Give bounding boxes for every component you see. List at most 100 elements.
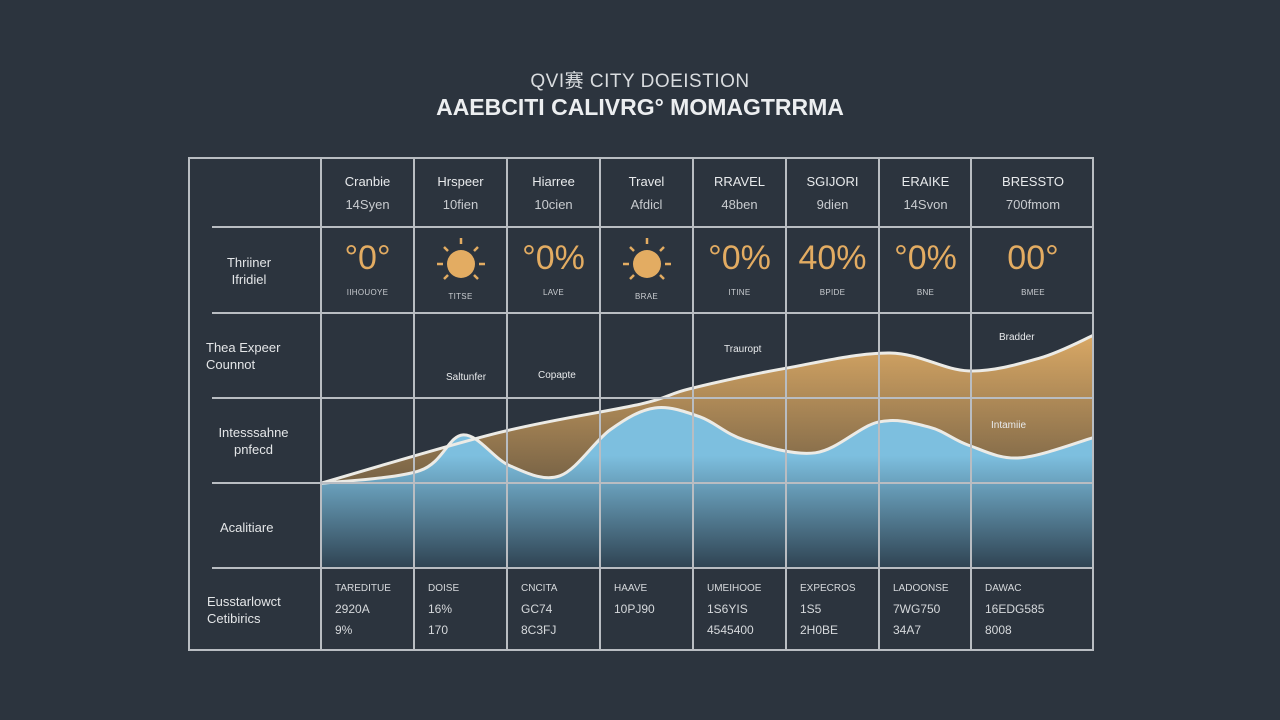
forecast-caption: IIHOUOYE	[346, 288, 389, 297]
chart-annotation: Copapte	[538, 370, 576, 381]
row-label-interest: Intesssahne pnfecd	[218, 425, 289, 457]
estimate-head: HAAVE	[614, 583, 648, 594]
grid-column-line	[878, 157, 880, 651]
grid-column-line	[320, 157, 322, 651]
forecast-cell: °0° IIHOUOYE	[321, 238, 414, 297]
estimate-value: 9%	[335, 623, 353, 637]
column-header: SGIJORI 9dien	[786, 174, 879, 212]
estimate-cell: DAWAC 16EDG585 8008	[985, 578, 1095, 641]
column-name: Hiarree	[532, 174, 575, 189]
estimate-head: CNCITA	[521, 583, 558, 594]
forecast-cell: °0% LAVE	[507, 238, 600, 297]
estimate-head: UMEIHOOE	[707, 583, 762, 594]
sun-icon	[436, 238, 485, 280]
grid-column-line	[785, 157, 787, 651]
row-label-forecast: Thriiner Ifridiel	[226, 255, 272, 287]
forecast-caption: ITINE	[728, 288, 751, 297]
forecast-value: 00°	[1007, 239, 1059, 277]
estimate-cell: TAREDITUE 2920A 9%	[335, 578, 414, 641]
forecast-cell: °0% BNE	[879, 238, 972, 297]
page-title: AAEBCITI CALIVRG° MOMAGTRRMA	[436, 94, 844, 120]
blue-series-line	[320, 406, 1094, 486]
column-subtitle: 700fmom	[1005, 197, 1061, 212]
column-header: Hiarree 10cien	[507, 174, 600, 212]
blue-area-series	[320, 407, 1094, 568]
estimate-head: LADOONSE	[893, 583, 949, 594]
grid-column-line	[692, 157, 694, 651]
estimate-head: DOISE	[428, 583, 460, 594]
forecast-cell: 00° BMEE	[971, 238, 1095, 297]
subtitle: QVI赛 CITY DOEISTION	[530, 71, 750, 92]
estimate-cell: EXPECROS 1S5 2H0BE	[800, 578, 879, 641]
sun-icon	[622, 238, 671, 280]
forecast-value: °0%	[522, 239, 585, 277]
grid-column-line	[970, 157, 972, 651]
estimate-cell: DOISE 16% 170	[428, 578, 507, 641]
row-label-activities: Acalitiare	[220, 520, 274, 535]
grid-column-line	[413, 157, 415, 651]
column-header: ERAIKE 14Svon	[879, 174, 972, 212]
grid-row-line	[212, 312, 1094, 314]
column-subtitle: 14Svon	[903, 197, 948, 212]
estimate-value: 7WG750	[893, 602, 941, 616]
estimate-head: TAREDITUE	[335, 583, 391, 594]
forecast-caption: BRAE	[635, 292, 658, 301]
column-header: BRESSTO 700fmom	[971, 174, 1095, 212]
estimate-cell: CNCITA GC74 8C3FJ	[521, 578, 600, 641]
row-label-expense: Thea Expeer Counnot	[206, 340, 281, 372]
column-name: Cranbie	[344, 174, 391, 189]
column-name: BRESSTO	[1002, 174, 1064, 189]
chart-annotation: Saltunfer	[446, 372, 487, 383]
column-name: Hrspeer	[437, 174, 484, 189]
estimate-head: EXPECROS	[800, 583, 856, 594]
forecast-caption: LAVE	[542, 288, 565, 297]
forecast-value: °0%	[894, 239, 957, 277]
column-subtitle: Afdicl	[630, 197, 663, 212]
grid-row-line	[212, 482, 1094, 484]
column-subtitle: 10cien	[534, 197, 573, 212]
column-header: RRAVEL 48ben	[693, 174, 786, 212]
estimate-value: 34A7	[893, 623, 922, 637]
forecast-cell: 40% BPIDE	[786, 238, 879, 297]
column-name: Travel	[628, 174, 665, 189]
forecast-value: °0°	[344, 239, 391, 277]
grid-column-line	[599, 157, 601, 651]
estimate-value: 170	[428, 623, 449, 637]
estimate-cell: UMEIHOOE 1S6YIS 4545400	[707, 578, 786, 641]
estimate-value: 4545400	[707, 623, 754, 637]
forecast-caption: BMEE	[1021, 288, 1045, 297]
forecast-caption: BNE	[916, 288, 935, 297]
grid-row-line	[212, 226, 1094, 228]
estimate-value: GC74	[521, 602, 553, 616]
estimate-cell: LADOONSE 7WG750 34A7	[893, 578, 972, 641]
column-header: Hrspeer 10fien	[414, 174, 507, 212]
forecast-caption: BPIDE	[819, 288, 846, 297]
column-header: Travel Afdicl	[600, 174, 693, 212]
estimate-value: 10PJ90	[614, 602, 655, 616]
area-chart	[320, 333, 1094, 568]
column-subtitle: 9dien	[816, 197, 849, 212]
estimate-value: 2920A	[335, 602, 370, 616]
column-subtitle: 10fien	[442, 197, 479, 212]
forecast-caption: TITSE	[448, 292, 473, 301]
table-frame	[188, 157, 1094, 651]
column-name: ERAIKE	[901, 174, 950, 189]
column-name: RRAVEL	[713, 174, 766, 189]
column-name: SGIJORI	[806, 174, 859, 189]
estimate-value: 2H0BE	[800, 623, 839, 637]
forecast-cell: BRAE	[600, 238, 693, 301]
chart-annotation: Intamiie	[991, 420, 1027, 431]
grid-column-line	[506, 157, 508, 651]
forecast-value: 40%	[798, 239, 867, 277]
row-label-estimated: Eusstarlowct Cetibirics	[207, 594, 281, 626]
estimate-head: DAWAC	[985, 583, 1022, 594]
grid-row-line	[212, 397, 1094, 399]
brown-series-line	[320, 333, 1094, 485]
forecast-value: °0%	[708, 239, 771, 277]
estimate-value: 16%	[428, 602, 453, 616]
estimate-value: 1S6YIS	[707, 602, 748, 616]
estimate-value: 1S5	[800, 602, 822, 616]
column-header: Cranbie 14Syen	[321, 174, 414, 212]
grid-row-line	[212, 567, 1094, 569]
estimate-value: 8008	[985, 623, 1012, 637]
